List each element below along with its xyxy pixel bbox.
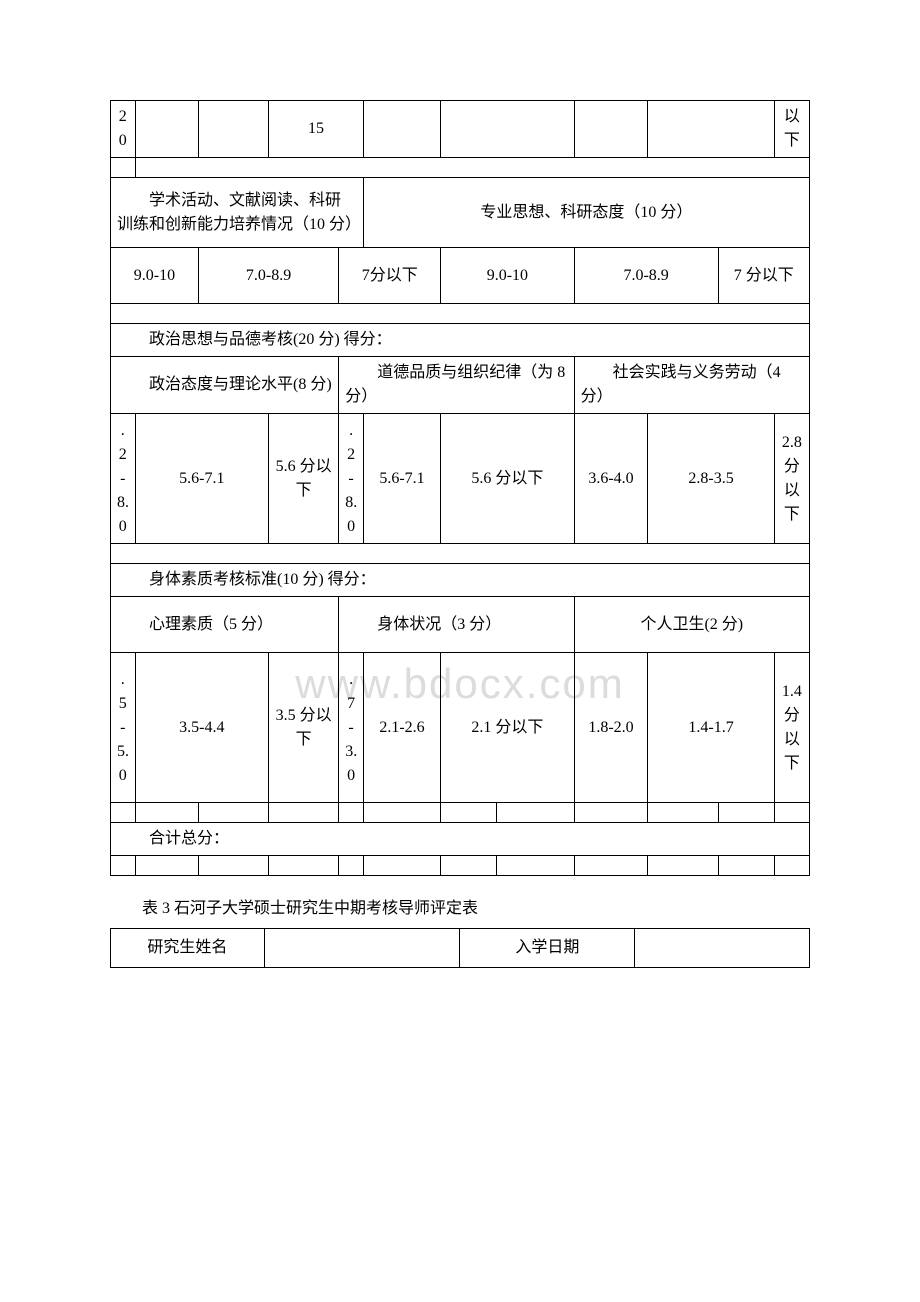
- empty-cell: [497, 803, 574, 823]
- col-header: 心理素质（5 分）: [111, 597, 339, 653]
- empty-cell: [111, 158, 136, 178]
- empty-cell: [198, 101, 268, 158]
- score-cell: 9.0-10: [441, 248, 574, 304]
- score-cell: 9.0-10: [111, 248, 199, 304]
- advisor-eval-table: 研究生姓名 入学日期: [110, 928, 810, 968]
- empty-cell: [269, 803, 339, 823]
- score-cell: 5.6 分以下: [269, 414, 339, 544]
- score-cell: 3.6-4.0: [574, 414, 648, 544]
- score-cell: 1.8-2.0: [574, 653, 648, 803]
- score-cell: .2-8.0: [111, 414, 136, 544]
- score-cell: 2.1-2.6: [363, 653, 440, 803]
- empty-cell: [441, 101, 574, 158]
- score-cell: 5.6-7.1: [363, 414, 440, 544]
- empty-cell: [574, 101, 648, 158]
- assessment-table: 20 15 以下 学术活动、文献阅读、科研训练和创新能力培养情况（10 分） 专…: [110, 100, 810, 876]
- empty-cell: [574, 803, 648, 823]
- empty-cell: [339, 856, 364, 876]
- empty-cell: [135, 803, 198, 823]
- empty-cell: [198, 803, 268, 823]
- total-row: 合计总分：: [111, 823, 810, 856]
- col-header: 政治态度与理论水平(8 分): [111, 357, 339, 414]
- col-header: 道德品质与组织纪律（为 8 分）: [339, 357, 574, 414]
- empty-cell: [135, 158, 809, 178]
- empty-cell: [363, 101, 440, 158]
- empty-cell: [111, 544, 810, 564]
- empty-cell: [111, 304, 810, 324]
- score-cell: 5.6-7.1: [135, 414, 268, 544]
- score-cell: 7.0-8.9: [198, 248, 339, 304]
- empty-cell: [441, 856, 497, 876]
- score-cell: 7 分以下: [718, 248, 809, 304]
- section-header-attitude: 专业思想、科研态度（10 分）: [363, 178, 809, 248]
- score-cell: .5-5.0: [111, 653, 136, 803]
- empty-cell: [648, 803, 718, 823]
- col-header: 个人卫生(2 分): [574, 597, 809, 653]
- section-header-academic: 学术活动、文献阅读、科研训练和创新能力培养情况（10 分）: [111, 178, 364, 248]
- score-cell: 7分以下: [339, 248, 441, 304]
- score-cell: 2.8 分以下: [774, 414, 809, 544]
- empty-cell: [718, 803, 774, 823]
- empty-cell: [441, 803, 497, 823]
- score-cell: 3.5 分以下: [269, 653, 339, 803]
- empty-cell: [648, 101, 774, 158]
- section-title-physical: 身体素质考核标准(10 分) 得分：: [111, 564, 810, 597]
- empty-cell: [269, 856, 339, 876]
- score-cell: 1.4 分以下: [774, 653, 809, 803]
- empty-cell: [135, 101, 198, 158]
- empty-cell: [135, 856, 198, 876]
- empty-cell: [111, 803, 136, 823]
- score-cell: .7-3.0: [339, 653, 364, 803]
- cell-20: 20: [111, 101, 136, 158]
- empty-cell: [363, 803, 440, 823]
- cell-below: 以下: [774, 101, 809, 158]
- empty-cell: [111, 856, 136, 876]
- score-cell: 3.5-4.4: [135, 653, 268, 803]
- empty-cell: [497, 856, 574, 876]
- header-enroll-date: 入学日期: [460, 929, 635, 968]
- cell-15: 15: [269, 101, 364, 158]
- score-cell: 1.4-1.7: [648, 653, 774, 803]
- value-enroll-date: [635, 929, 810, 968]
- table-caption: 表 3 石河子大学硕士研究生中期考核导师评定表: [110, 894, 810, 918]
- header-student-name: 研究生姓名: [111, 929, 265, 968]
- score-cell: 5.6 分以下: [441, 414, 574, 544]
- col-header: 社会实践与义务劳动（4 分）: [574, 357, 809, 414]
- empty-cell: [198, 856, 268, 876]
- empty-cell: [574, 856, 648, 876]
- value-student-name: [264, 929, 460, 968]
- empty-cell: [774, 856, 809, 876]
- empty-cell: [718, 856, 774, 876]
- score-cell: 2.1 分以下: [441, 653, 574, 803]
- score-cell: 2.8-3.5: [648, 414, 774, 544]
- score-cell: .2-8.0: [339, 414, 364, 544]
- empty-cell: [648, 856, 718, 876]
- empty-cell: [363, 856, 440, 876]
- section-title-politics: 政治思想与品德考核(20 分) 得分：: [111, 324, 810, 357]
- col-header: 身体状况（3 分）: [339, 597, 574, 653]
- score-cell: 7.0-8.9: [574, 248, 718, 304]
- empty-cell: [339, 803, 364, 823]
- empty-cell: [774, 803, 809, 823]
